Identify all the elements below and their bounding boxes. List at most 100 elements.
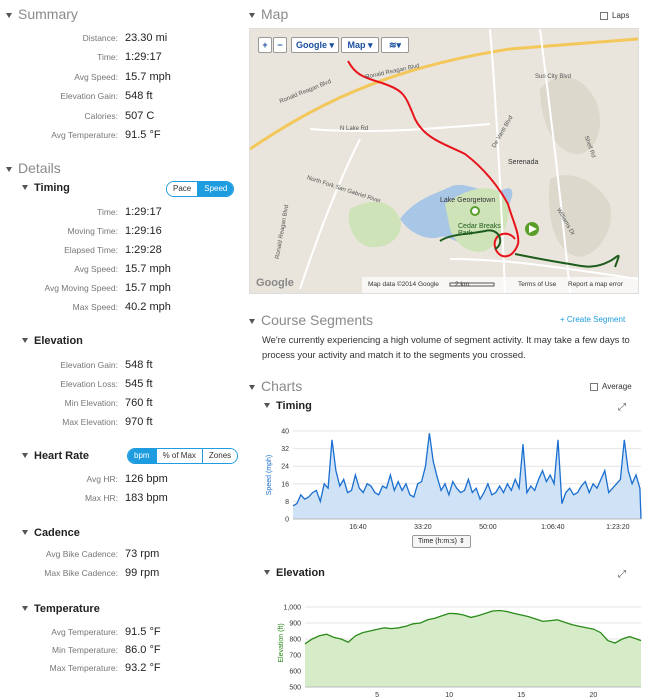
map-data-credit: Map data ©2014 Google [368,281,439,288]
elevation-chart: 500 600 700 800 900 1,000 Elevation (ft) 5 10 15 2… [278,605,642,699]
y-tick-label: 16 [281,481,289,488]
temperature-title: Temperature [34,603,100,615]
stat-label: Distance: [82,33,118,43]
stat-value: 99 rpm [125,567,160,579]
timing-chart-header[interactable]: Timing [264,400,312,412]
map-footer-bg [362,277,638,293]
percent-max-option[interactable]: % of Max [156,449,203,463]
x-tick-label: 33:20 [414,524,432,531]
stat-value: 15.7 mph [125,263,171,275]
laps-label: Laps [612,11,630,20]
collapse-triangle-icon [22,337,28,343]
elevation-chart-title: Elevation [276,567,325,579]
y-tick-label: 800 [289,637,301,644]
stat-value: 548 ft [125,90,153,103]
stat-label: Avg Moving Speed: [44,283,118,293]
map-title: Map [261,6,289,22]
hr-unit-toggle[interactable]: bpm % of Max Zones [127,448,239,464]
park-shape [348,201,401,248]
stat-label: Avg Temperature: [51,130,118,140]
stat-value: 1:29:17 [125,51,162,64]
dropdown-caret-icon: ▾ [329,40,335,50]
play-icon [529,225,537,233]
collapse-triangle-icon [249,384,255,390]
road-line [299,138,361,290]
route-lap-line [439,229,620,268]
stat-value: 126 bpm [125,473,168,485]
x-tick-label: 1:06:40 [541,524,564,531]
collapse-triangle-icon [22,184,28,190]
details-header[interactable]: Details [6,160,61,176]
laps-checkbox[interactable]: Laps [600,11,629,20]
summary-header[interactable]: Summary [6,6,78,22]
park-shape [445,188,509,252]
zoom-out-button[interactable]: − [273,37,287,53]
checkbox-icon[interactable] [600,11,608,20]
stat-label: Elevation Gain: [60,360,118,370]
google-maptype-button[interactable]: Google ▾ [291,37,339,53]
stat-label: Moving Time: [67,226,118,236]
pace-option[interactable]: Pace [167,182,199,196]
route-line [347,60,520,258]
timing-header[interactable]: Timing [22,182,70,194]
x-tick-label: 15 [517,692,525,699]
stat-label: Max Temperature: [49,663,118,673]
stat-value: 91.5 °F [125,626,161,638]
x-tick-label: 1:23:20 [606,524,629,531]
layers-button[interactable]: ≋▾ [381,37,409,53]
road-label: Sun City Blvd [535,74,572,80]
speed-option[interactable]: Speed [198,182,234,196]
elevation-header[interactable]: Elevation [22,335,83,347]
course-segments-title: Course Segments [261,312,374,328]
checkbox-icon[interactable] [590,382,598,391]
stat-label: Max Speed: [72,302,118,312]
bpm-option[interactable]: bpm [128,449,157,463]
stat-label: Min Temperature: [52,645,118,655]
elevation-chart-header[interactable]: Elevation [264,567,325,579]
updown-caret-icon: ⇕ [458,538,465,545]
highway-road [250,37,638,151]
stat-label: Avg Speed: [74,71,118,82]
dropdown-caret-icon: ▾ [367,40,373,50]
details-title: Details [18,160,61,176]
y-axis-label: Speed (mph) [266,455,273,495]
x-tick-label: 16:40 [349,524,367,531]
x-tick-label: 20 [590,692,598,699]
heart-rate-header[interactable]: Heart Rate [22,450,89,462]
stat-value: 183 bpm [125,492,168,504]
map-header[interactable]: Map [249,6,288,22]
scale-label: 2 km [455,281,470,288]
cadence-header[interactable]: Cadence [22,527,80,539]
stat-value: 545 ft [125,378,153,390]
zones-option[interactable]: Zones [202,449,238,463]
map-canvas[interactable]: Ronald Reagan Blvd Ronald Reagan Blvd N … [249,28,639,294]
place-label: Cedar Breaks Park [458,223,501,237]
stat-label: Max Elevation: [62,417,118,427]
pace-speed-toggle[interactable]: Pace Speed [166,181,235,197]
average-checkbox[interactable]: Average [590,382,632,391]
course-segments-header[interactable]: Course Segments [249,312,373,328]
park-marker [470,206,480,216]
temperature-header[interactable]: Temperature [22,603,100,615]
terms-link[interactable]: Terms of Use [518,281,557,288]
x-axis-select[interactable]: Time (h:m:s) ⇕ [412,535,471,548]
charts-header[interactable]: Charts [249,378,302,394]
create-segment-link[interactable]: + Create Segment [560,315,626,324]
y-tick-label: 1,000 [283,605,301,612]
road-line [309,123,491,133]
place-label: Lake Georgetown [440,197,496,204]
map-style-button[interactable]: Map ▾ [341,37,379,53]
zoom-in-button[interactable]: + [258,37,272,53]
expand-icon[interactable]: ⤢ [618,569,626,580]
stat-label: Avg Temperature: [51,627,118,637]
stat-label: Elevation Loss: [60,379,118,389]
stat-label: Elevation Gain: [60,91,118,102]
report-error-link[interactable]: Report a map error [568,281,623,288]
stat-value: 15.7 mph [125,70,171,83]
collapse-triangle-icon [22,452,28,458]
collapse-triangle-icon [249,318,255,324]
segments-message: We're currently experiencing a high volu… [262,334,630,360]
y-tick-label: 900 [289,621,301,628]
x-tick-label: 5 [375,692,379,699]
expand-icon[interactable]: ⤢ [618,402,626,413]
